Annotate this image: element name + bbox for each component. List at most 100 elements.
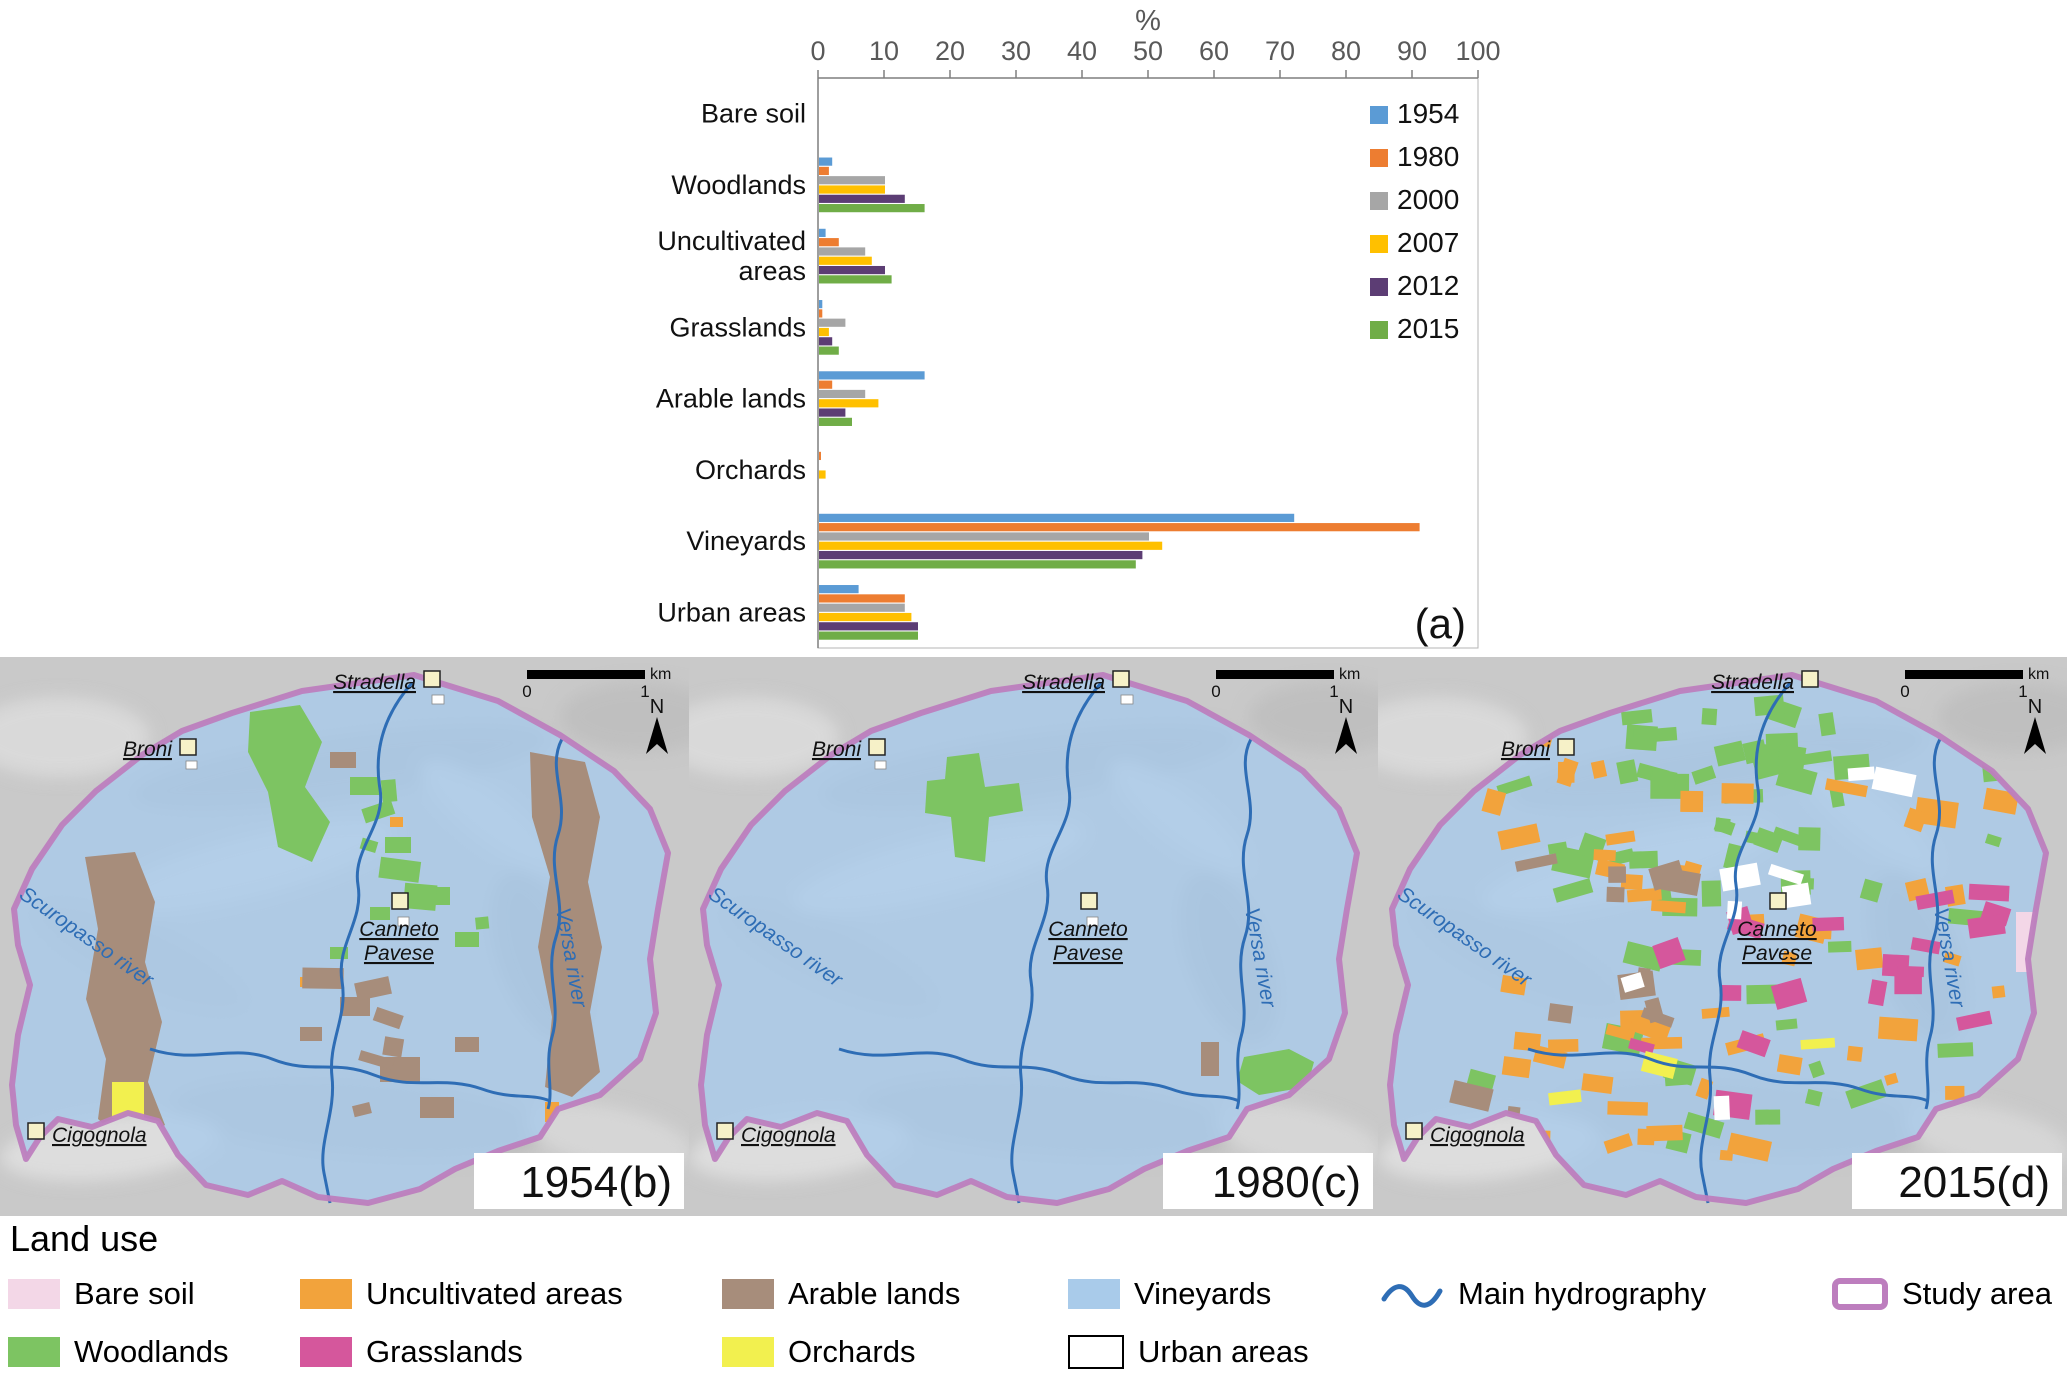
x-tick-label: 10	[869, 36, 899, 66]
urban-patch	[431, 694, 445, 705]
x-tick-label: 70	[1265, 36, 1295, 66]
north-label: N	[650, 696, 664, 718]
town-marker	[1080, 892, 1098, 910]
town-label: Pavese	[1742, 942, 1812, 965]
bar-2015-urban-areas	[819, 631, 918, 640]
uncultivated-patch	[1646, 1124, 1683, 1142]
town-label: Pavese	[364, 942, 434, 965]
woodlands-patch	[248, 705, 330, 862]
uncultivated-patch	[1607, 1101, 1648, 1116]
bar-2015-uncultivated-areas	[819, 275, 892, 284]
town-label: Broni	[812, 738, 862, 761]
urban-patch	[1781, 882, 1812, 909]
scale-one: 1	[2018, 682, 2027, 701]
woodlands-patch	[1701, 880, 1722, 907]
category-label: Grasslands	[669, 312, 806, 342]
map-1980: Scuropasso river Versa riverStradellaBron…	[689, 657, 1378, 1216]
category-label: Vineyards	[686, 526, 806, 556]
map-panel-1954: Scuropasso river Versa river Stradella Bron…	[0, 657, 689, 1216]
bar-2012-woodlands	[819, 194, 905, 203]
woodlands-patch	[1804, 1088, 1823, 1107]
woodlands-patch	[1633, 729, 1665, 741]
uncultivated-patch	[1605, 1023, 1636, 1042]
woodlands-patch	[350, 777, 380, 795]
landuse-patches	[736, 694, 1314, 1136]
woodlands-patch	[1984, 833, 2002, 848]
bar-2012-vineyards	[819, 550, 1143, 560]
maps-row: Scuropasso river Versa river Stradella Bron…	[0, 657, 2067, 1216]
woodlands-patch	[1714, 817, 1731, 833]
woodlands-patch	[1845, 1079, 1888, 1109]
chart-legend-swatch	[1370, 235, 1388, 253]
arable-patch	[340, 997, 370, 1016]
woodlands-patch	[385, 837, 411, 853]
arable-patch	[1648, 859, 1686, 891]
uncultivated-patch	[1501, 1056, 1532, 1079]
town-marker	[423, 670, 441, 688]
town-label: Cigognola	[741, 1124, 836, 1147]
uncultivated-patch	[1855, 947, 1884, 971]
woodlands-patch	[1827, 940, 1852, 953]
arable-patch	[351, 1101, 372, 1118]
uncultivated-patch	[1620, 873, 1643, 891]
town-label: Canneto	[1737, 918, 1817, 941]
arable-patch	[358, 1050, 395, 1070]
uncultivated-patch	[1637, 1128, 1655, 1146]
town-marker	[27, 1122, 45, 1140]
bar-1980-grasslands	[819, 309, 823, 318]
grasslands-patch	[1897, 965, 1925, 978]
grasslands-patch	[1915, 889, 1955, 910]
town-marker	[1801, 670, 1819, 688]
uncultivated-patch	[1626, 887, 1662, 903]
urban-patch	[1847, 766, 1875, 782]
uncultivated-patch	[1695, 1077, 1714, 1100]
chart-legend-label: 2007	[1397, 227, 1459, 258]
arable-patch	[1547, 1003, 1574, 1024]
woodlands-patch	[1691, 765, 1717, 785]
category-label: Bare soil	[701, 99, 806, 129]
uncultivated-patch	[1590, 760, 1608, 779]
town-label: Stradella	[1711, 671, 1794, 694]
bar-1954-grasslands	[819, 300, 823, 309]
town-label: Broni	[123, 738, 173, 761]
town-marker	[1405, 1122, 1423, 1140]
woodlands-patch	[1496, 775, 1533, 797]
scale-bar	[527, 670, 645, 679]
legend-label: Vineyards	[1134, 1276, 1272, 1311]
x-tick-label: 100	[1455, 36, 1500, 66]
grasslands-swatch	[300, 1337, 352, 1367]
urban-patch	[1120, 694, 1134, 705]
uncultivated-patch	[1781, 950, 1798, 967]
north-label: N	[1339, 696, 1353, 718]
chart-legend-label: 1954	[1397, 98, 1459, 129]
arable-patch	[420, 1097, 454, 1118]
arable-patch	[1606, 886, 1625, 903]
woodlands-patch	[1859, 878, 1883, 903]
orchards-patch	[1548, 1089, 1582, 1106]
legend-item-studyarea: Study area	[1832, 1276, 2052, 1312]
bar-2015-arable-lands	[819, 417, 852, 426]
uncultivated-patch	[1942, 951, 1962, 967]
grasslands-patch	[1812, 916, 1845, 932]
arable-patch	[1449, 1080, 1494, 1112]
landuse-patches	[1449, 694, 2038, 1183]
woodlands-patch	[378, 856, 422, 883]
bar-2012-urban-areas	[819, 622, 918, 631]
orchards-patch	[1800, 1037, 1836, 1050]
woodlands-patch	[1777, 744, 1807, 770]
landuse-patches	[47, 694, 602, 1145]
legend-label: Grasslands	[366, 1334, 523, 1369]
legend-label: Bare soil	[74, 1276, 195, 1311]
bar-2007-grasslands	[819, 327, 829, 337]
arable-patch	[330, 752, 356, 768]
uncultivated-patch	[1481, 788, 1507, 816]
town-marker	[179, 738, 197, 756]
scale-bar	[1905, 670, 2023, 679]
bar-2000-vineyards	[819, 532, 1149, 541]
uncultivated-patch	[1556, 757, 1579, 788]
woodlands-patch	[1713, 740, 1746, 767]
uncultivated-patch	[1513, 1031, 1542, 1052]
baresoil-swatch	[8, 1279, 60, 1309]
arable-patch	[372, 1006, 404, 1030]
bar-2000-woodlands	[819, 176, 885, 185]
